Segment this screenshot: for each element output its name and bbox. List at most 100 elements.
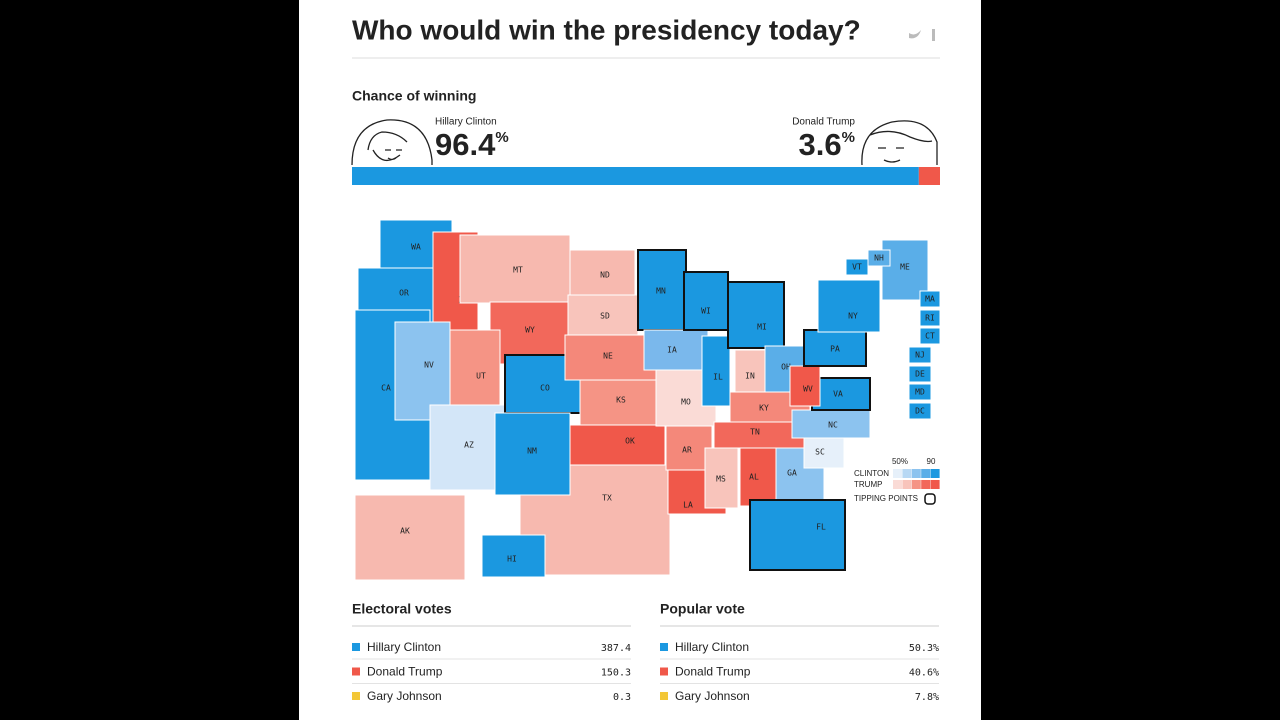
map-legend: 50% 90 CLINTON TRUMP TIPPING POINTS (854, 457, 940, 505)
state-label: UT (476, 372, 486, 381)
facebook-icon[interactable] (932, 29, 935, 41)
state (701, 335, 731, 407)
candidate-name: Hillary Clinton (435, 117, 497, 128)
clinton-drawing (351, 119, 433, 166)
legend-swatch (930, 469, 940, 478)
legend-swatch (902, 480, 912, 489)
state-label: WA (411, 243, 421, 252)
row-swatch (660, 667, 668, 676)
legend-swatch (921, 469, 931, 478)
state-label: DC (915, 407, 925, 416)
state-label: CA (381, 384, 391, 393)
state-label: GA (787, 469, 797, 478)
state-label: FL (816, 523, 826, 532)
state-label: MI (757, 323, 767, 332)
state-label: ME (900, 263, 910, 272)
table-heading: Popular vote (660, 601, 745, 617)
state-label: VT (852, 263, 862, 272)
bar-segment (918, 167, 940, 185)
share-icons[interactable] (909, 29, 935, 41)
state-label: NV (424, 361, 434, 370)
state (789, 365, 821, 407)
twitter-icon[interactable] (909, 30, 921, 39)
state (919, 290, 941, 308)
state-label: MT (513, 266, 523, 275)
row-name: Donald Trump (675, 665, 751, 679)
state-label: PA (830, 345, 840, 354)
state-label: RI (925, 314, 935, 323)
state (817, 279, 881, 333)
row-name: Gary Johnson (675, 689, 750, 703)
state (908, 402, 932, 420)
state-label: MD (915, 388, 925, 397)
state (449, 329, 501, 416)
trump-drawing (861, 120, 938, 166)
state-label: IA (667, 346, 677, 355)
state-label: NH (874, 254, 884, 263)
state (919, 327, 941, 345)
state-label: NC (828, 421, 838, 430)
row-swatch (352, 667, 360, 676)
state-label: AL (749, 473, 759, 482)
row-value: 0.3 (613, 692, 631, 703)
state (727, 281, 785, 349)
state-label: NJ (915, 351, 925, 360)
state (569, 424, 666, 466)
state (569, 249, 636, 296)
state-label: HI (507, 555, 517, 564)
state (845, 258, 869, 276)
state-label: OR (399, 289, 409, 298)
state-label: OH (781, 363, 791, 372)
state-label: CO (540, 384, 550, 393)
row-name: Donald Trump (367, 665, 443, 679)
state-label: CT (925, 332, 935, 341)
row-swatch (660, 692, 668, 700)
legend-label: 90 (927, 457, 936, 466)
state-label: WV (803, 385, 813, 394)
state-label: NY (848, 312, 858, 321)
state (749, 499, 846, 571)
state (919, 309, 941, 327)
state (567, 294, 639, 336)
state-label: WY (525, 326, 535, 335)
legend-swatch (893, 469, 902, 478)
state-label: NM (527, 447, 537, 456)
state (489, 301, 571, 365)
state-label: SC (815, 448, 825, 457)
state-label: KY (759, 404, 769, 413)
state-label: ND (600, 271, 610, 280)
legend-swatch (924, 493, 936, 505)
page-title: Who would win the presidency today? (352, 14, 861, 45)
state-label: TN (750, 428, 760, 437)
row-swatch (352, 643, 360, 651)
legend-swatch (930, 480, 940, 489)
state-label: MO (681, 398, 691, 407)
state (908, 346, 932, 364)
state (683, 271, 729, 331)
state (908, 365, 932, 383)
state-label: IN (745, 372, 755, 381)
state (459, 234, 571, 304)
row-name: Hillary Clinton (367, 640, 441, 654)
state (908, 383, 932, 401)
row-name: Hillary Clinton (675, 640, 749, 654)
state (481, 534, 546, 578)
bar-segment (352, 167, 919, 185)
state (803, 329, 867, 367)
state-label: LA (683, 501, 693, 510)
state-label: MN (656, 287, 666, 296)
state-label: MS (716, 475, 726, 484)
state-label: KS (616, 396, 626, 405)
legend-label: 50% (892, 457, 908, 466)
state (704, 447, 739, 509)
candidate-name: Donald Trump (792, 117, 855, 128)
state (739, 447, 779, 507)
row-name: Gary Johnson (367, 689, 442, 703)
state (354, 494, 466, 581)
row-swatch (352, 692, 360, 700)
state-label: OK (625, 437, 635, 446)
state (643, 329, 709, 371)
legend-label: TIPPING POINTS (854, 494, 918, 503)
